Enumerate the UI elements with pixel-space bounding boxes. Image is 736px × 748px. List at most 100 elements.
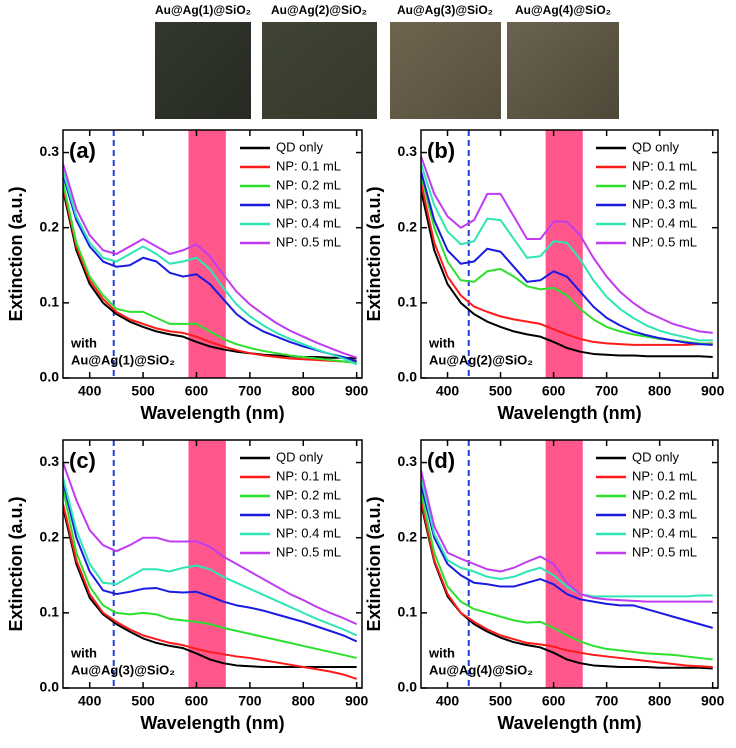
x-tick-label: 800 (292, 693, 316, 709)
legend-label: NP: 0.3 mL (632, 506, 697, 521)
x-tick-label: 500 (131, 693, 155, 709)
x-tick-label: 600 (185, 383, 209, 399)
plot-area (63, 130, 358, 378)
series-line (63, 174, 357, 363)
x-tick-label: 700 (595, 693, 619, 709)
y-tick-label: 0.2 (40, 528, 60, 544)
x-tick-label: 800 (648, 383, 672, 399)
annotation: with (428, 645, 455, 660)
x-tick-label: 900 (345, 693, 369, 709)
legend-label: NP: 0.4 mL (276, 525, 341, 540)
y-tick-label: 0.3 (398, 143, 418, 159)
legend-label: QD only (276, 449, 323, 464)
panel-label: (b) (427, 138, 455, 163)
y-tick-label: 0.0 (398, 369, 418, 385)
series-line (63, 171, 358, 366)
x-tick-label: 400 (436, 693, 460, 709)
y-tick-label: 0.2 (40, 218, 60, 234)
legend-label: QD only (632, 449, 679, 464)
annotation: with (70, 335, 97, 350)
series-line (421, 171, 713, 346)
annotation: Au@Ag(4)@SiO₂ (429, 662, 533, 677)
legend-label: NP: 0.5 mL (276, 234, 341, 249)
plot-frame (420, 439, 719, 689)
photo-label: Au@Ag(2)@SiO₂ (271, 3, 367, 17)
photo (155, 22, 251, 119)
y-axis-label: Extinction (a.u.) (6, 186, 26, 321)
series-line (63, 163, 357, 359)
y-tick-label: 0.3 (40, 143, 60, 159)
series-line (63, 477, 358, 637)
panel-label: (c) (69, 448, 96, 473)
legend-label: NP: 0.3 mL (276, 196, 341, 211)
panel: 400 500 600 700 800 900 0.0 0.1 0.2 0.3 Wavelength… (364, 129, 725, 423)
x-tick-label: 800 (292, 383, 316, 399)
series-line (63, 488, 357, 659)
plot-area (63, 440, 358, 688)
photos: Au@Ag(1)@SiO₂ Au@Ag(2)@SiO₂ Au@Ag(3)@SiO… (155, 3, 619, 119)
y-tick-label: 0.3 (398, 453, 418, 469)
x-tick-label: 700 (238, 383, 262, 399)
series-line (421, 182, 713, 346)
x-tick-label: 700 (238, 693, 262, 709)
y-tick-label: 0.3 (40, 453, 60, 469)
x-tick-label: 400 (78, 693, 102, 709)
y-axis-label: Extinction (a.u.) (364, 186, 384, 321)
legend-label: NP: 0.5 mL (632, 234, 697, 249)
annotation: Au@Ag(2)@SiO₂ (429, 352, 533, 367)
x-tick-label: 700 (595, 383, 619, 399)
plot-area (421, 130, 713, 378)
series-line (421, 503, 713, 670)
y-tick-label: 0.0 (398, 679, 418, 695)
series-line (63, 462, 358, 626)
y-axis-label: Extinction (a.u.) (6, 496, 26, 631)
legend-label: NP: 0.1 mL (276, 158, 341, 173)
photo-label: Au@Ag(1)@SiO₂ (155, 3, 251, 17)
series-line (421, 499, 713, 668)
annotation: with (428, 335, 455, 350)
legend-label: NP: 0.2 mL (276, 177, 341, 192)
x-tick-label: 500 (489, 383, 513, 399)
x-tick-label: 400 (78, 383, 102, 399)
series-line (421, 469, 713, 603)
legend: QD only NP: 0.1 mL NP: 0.2 mL NP: 0.3 mL NP:… (596, 449, 697, 559)
legend-label: NP: 0.1 mL (632, 158, 697, 173)
series-line (421, 477, 713, 598)
series-line (421, 189, 713, 358)
legend-label: NP: 0.3 mL (632, 196, 697, 211)
x-tick-label: 500 (489, 693, 513, 709)
panel: 400 500 600 700 800 900 0.0 0.1 0.2 0.3 Wavelength… (364, 439, 725, 733)
y-tick-label: 0.1 (40, 294, 60, 310)
photo (507, 22, 619, 119)
annotation: Au@Ag(1)@SiO₂ (71, 352, 175, 367)
legend-label: NP: 0.1 mL (276, 468, 341, 483)
legend-label: NP: 0.3 mL (276, 506, 341, 521)
series-line (421, 484, 713, 629)
panel-label: (a) (69, 138, 96, 163)
legend-label: NP: 0.1 mL (632, 468, 697, 483)
annotation: with (70, 645, 97, 660)
plot-area (421, 440, 713, 688)
photo (262, 22, 377, 119)
panel: 400 500 600 700 800 900 0.0 0.1 0.2 0.3 Wavelength… (6, 129, 369, 423)
plot-frame (62, 129, 363, 379)
panel: 400 500 600 700 800 900 0.0 0.1 0.2 0.3 Wavelength… (6, 439, 369, 733)
series-line (63, 503, 357, 680)
y-tick-label: 0.2 (398, 218, 418, 234)
legend-label: NP: 0.5 mL (276, 544, 341, 559)
x-tick-label: 500 (131, 383, 155, 399)
legend-label: NP: 0.4 mL (632, 215, 697, 230)
x-tick-label: 800 (648, 693, 672, 709)
x-tick-label: 900 (345, 383, 369, 399)
y-axis-label: Extinction (a.u.) (364, 496, 384, 631)
x-axis-label: Wavelength (nm) (140, 403, 284, 423)
series-line (63, 182, 357, 364)
plot-frame (62, 439, 363, 689)
plot-frame (420, 129, 719, 379)
y-tick-label: 0.1 (40, 604, 60, 620)
legend-label: NP: 0.5 mL (632, 544, 697, 559)
legend-label: QD only (632, 139, 679, 154)
legend-label: NP: 0.2 mL (276, 487, 341, 502)
x-tick-label: 600 (185, 693, 209, 709)
